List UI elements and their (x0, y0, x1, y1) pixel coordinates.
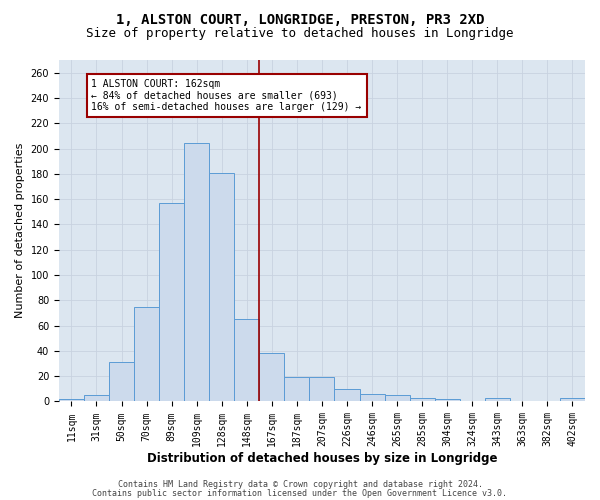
Text: 1 ALSTON COURT: 162sqm
← 84% of detached houses are smaller (693)
16% of semi-de: 1 ALSTON COURT: 162sqm ← 84% of detached… (91, 79, 362, 112)
Bar (84, 395, 109, 402)
Bar (234, 320, 259, 402)
X-axis label: Distribution of detached houses by size in Longridge: Distribution of detached houses by size … (147, 452, 497, 465)
Text: Contains HM Land Registry data © Crown copyright and database right 2024.: Contains HM Land Registry data © Crown c… (118, 480, 482, 489)
Bar (385, 395, 410, 402)
Bar (434, 399, 460, 402)
Bar (159, 203, 184, 402)
Bar (59, 399, 84, 402)
Bar (209, 172, 234, 402)
Text: 1, ALSTON COURT, LONGRIDGE, PRESTON, PR3 2XD: 1, ALSTON COURT, LONGRIDGE, PRESTON, PR3… (116, 12, 484, 26)
Bar (334, 389, 359, 402)
Bar (284, 378, 310, 402)
Bar (184, 144, 209, 402)
Bar (310, 378, 334, 402)
Y-axis label: Number of detached properties: Number of detached properties (15, 143, 25, 318)
Bar (109, 362, 134, 402)
Bar (410, 398, 434, 402)
Bar (560, 398, 585, 402)
Bar (359, 394, 385, 402)
Bar (485, 398, 510, 402)
Bar (134, 306, 159, 402)
Text: Size of property relative to detached houses in Longridge: Size of property relative to detached ho… (86, 28, 514, 40)
Bar (259, 354, 284, 402)
Text: Contains public sector information licensed under the Open Government Licence v3: Contains public sector information licen… (92, 489, 508, 498)
